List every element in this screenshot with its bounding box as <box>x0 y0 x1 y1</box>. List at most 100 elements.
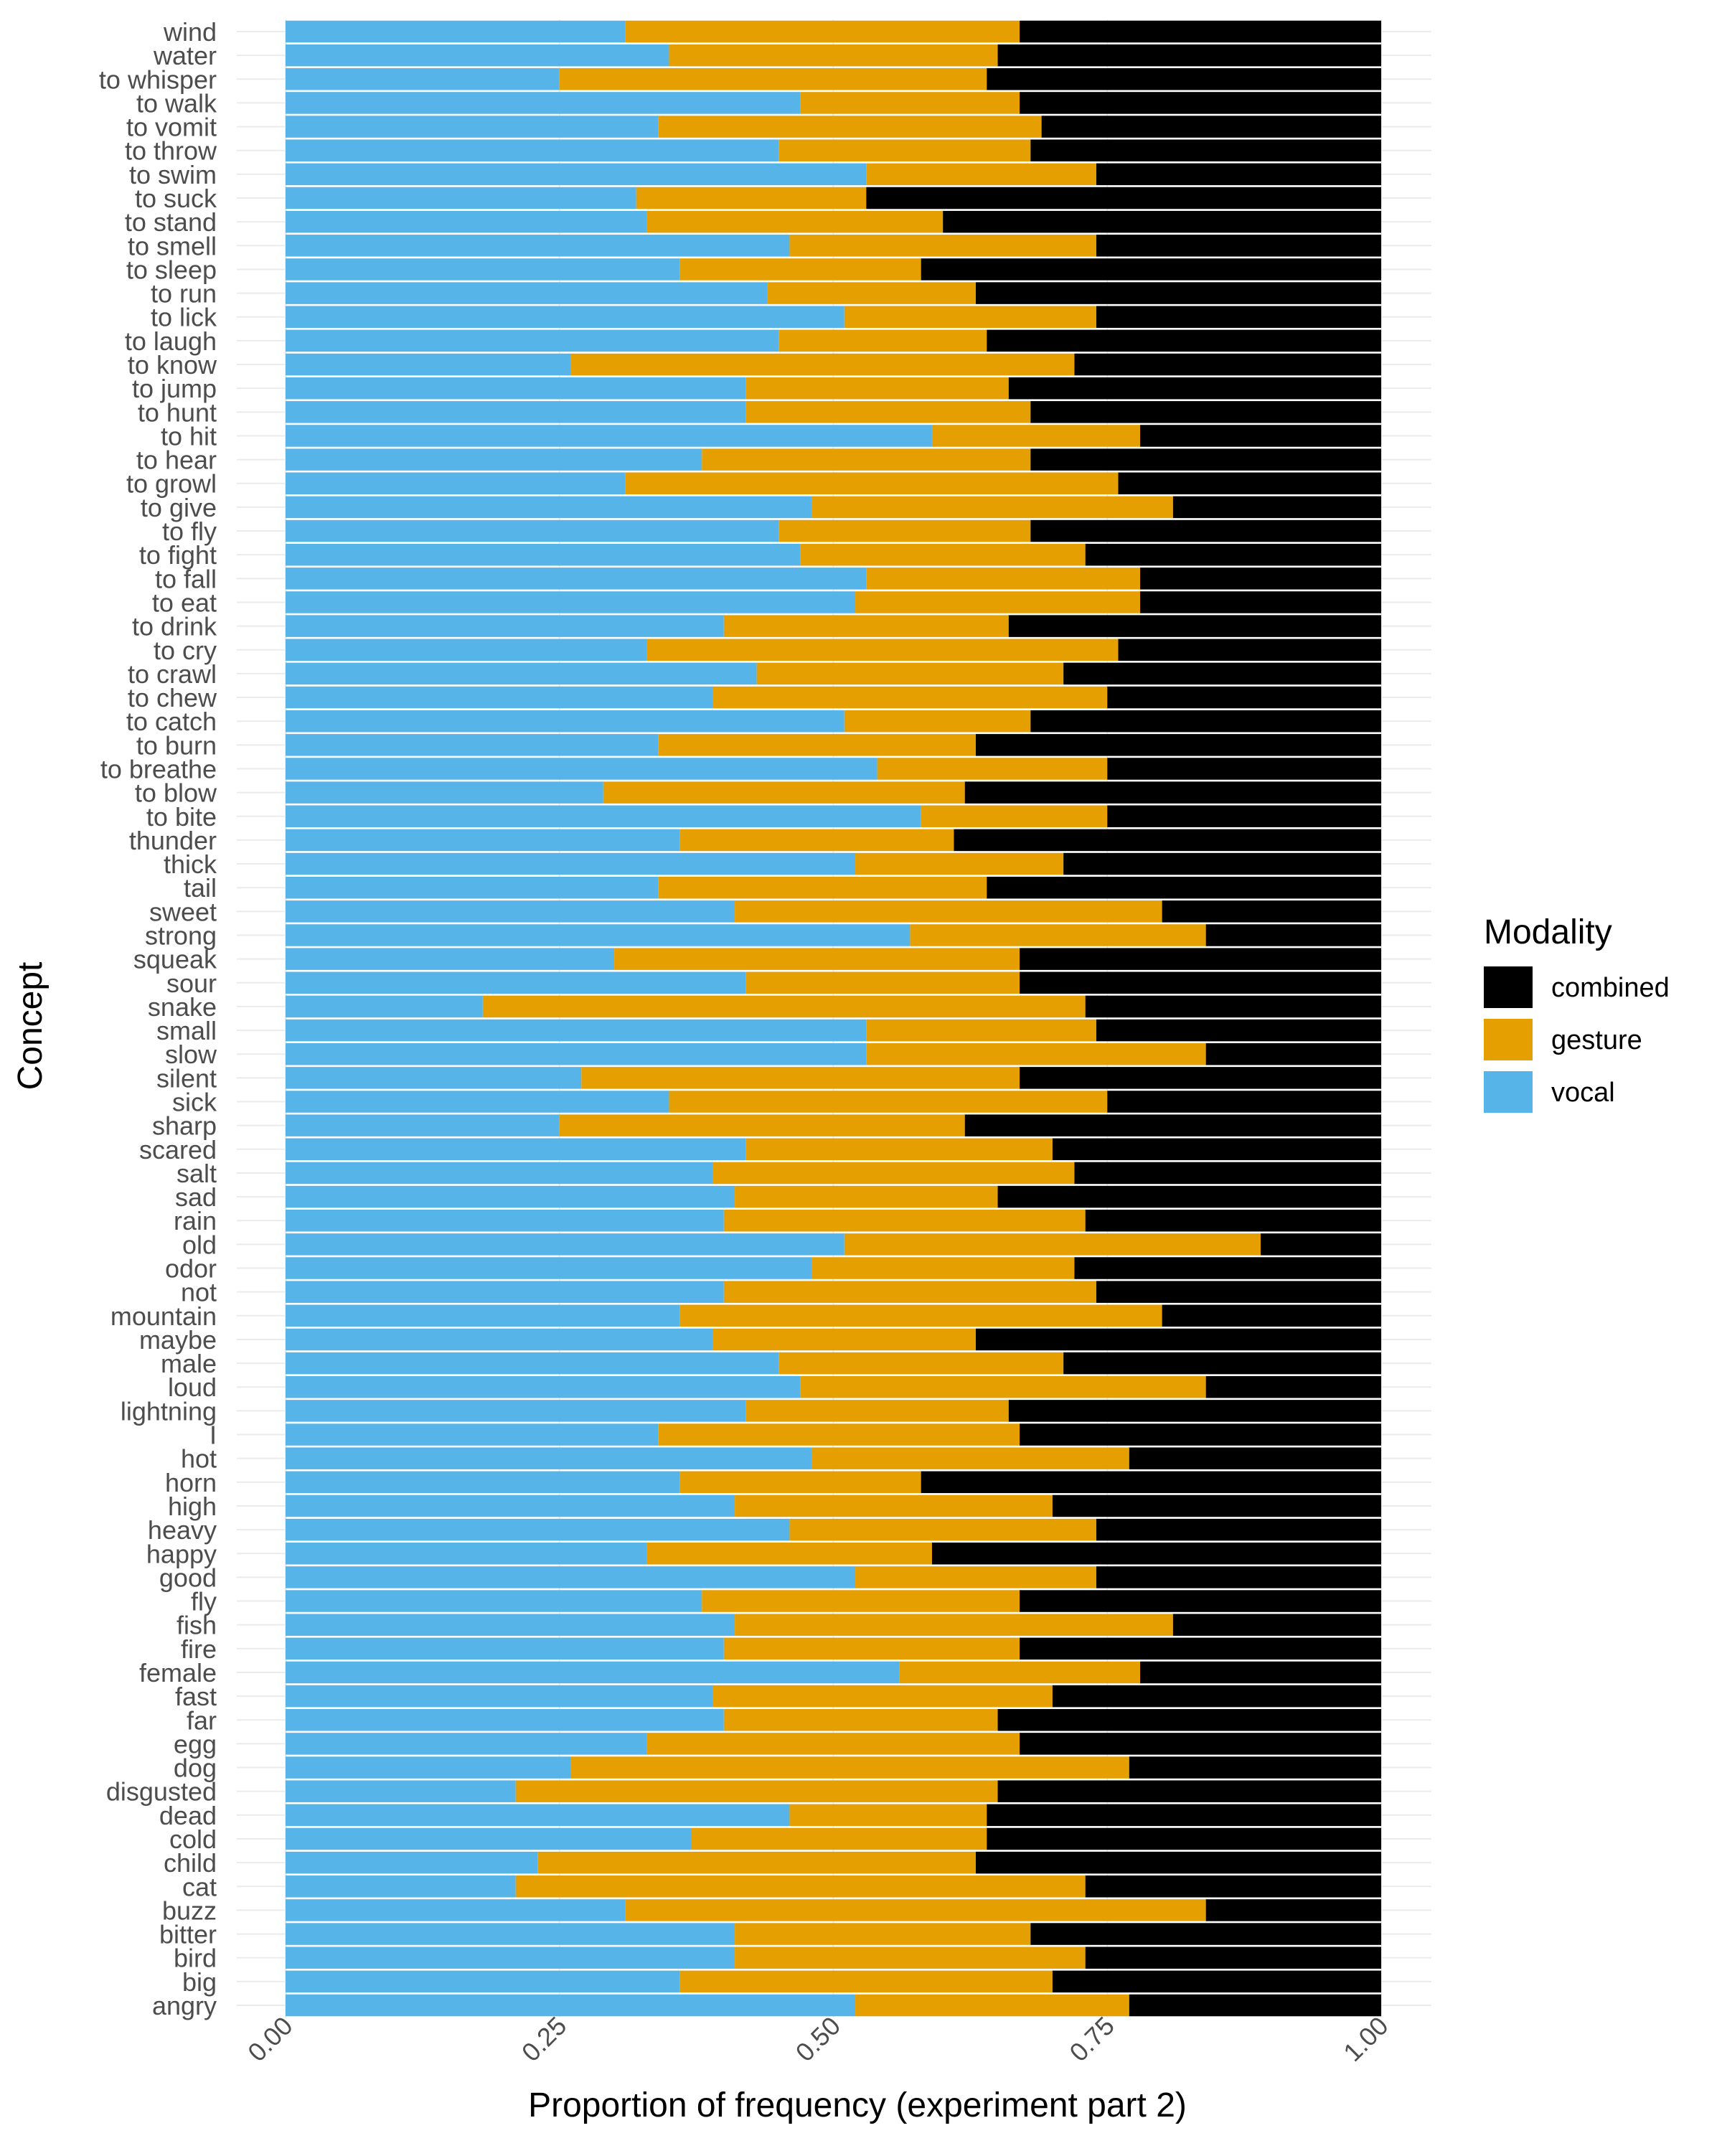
bar-combined <box>1096 1281 1381 1303</box>
bar-gesture <box>745 377 1009 400</box>
bar-gesture <box>723 1281 1096 1303</box>
bar-combined <box>1118 639 1381 662</box>
bar-vocal <box>286 805 921 828</box>
bar-gesture <box>690 1827 987 1850</box>
category-label: maybe <box>139 1325 217 1355</box>
bar-combined <box>1030 401 1381 423</box>
legend-items: combined gesture vocal <box>1484 966 1670 1113</box>
bar-combined <box>1107 805 1381 828</box>
bar-combined <box>1020 948 1381 970</box>
bar-combined <box>1096 306 1381 328</box>
category-label: to give <box>141 493 217 522</box>
bar-vocal <box>286 1804 790 1827</box>
bar-gesture <box>931 425 1141 447</box>
legend-title: Modality <box>1484 913 1612 951</box>
x-tick-label: 0.75 <box>1063 2011 1120 2068</box>
bar-vocal <box>286 1566 856 1588</box>
category-label: female <box>139 1658 217 1687</box>
bar-combined <box>943 210 1381 233</box>
bar-gesture <box>866 1019 1096 1042</box>
bar-vocal <box>286 519 779 542</box>
bar-combined <box>1052 1494 1381 1517</box>
category-label: horn <box>165 1468 217 1497</box>
bar-vocal <box>286 472 626 494</box>
category-label: to swim <box>129 160 217 189</box>
category-label: sweet <box>149 897 217 926</box>
bar-combined <box>1107 686 1381 709</box>
bar-combined <box>1205 924 1381 946</box>
bar-combined <box>1205 1042 1381 1065</box>
category-label: buzz <box>162 1896 217 1925</box>
x-tick-label: 1.00 <box>1337 2011 1394 2068</box>
category-label: to burn <box>136 730 217 760</box>
category-label: to smell <box>128 231 217 260</box>
bar-vocal <box>286 1637 724 1660</box>
bar-vocal <box>286 948 615 970</box>
x-axis-title: Proportion of frequency (experiment part… <box>528 2086 1187 2124</box>
category-label: scared <box>139 1135 217 1164</box>
category-label: happy <box>146 1539 217 1568</box>
bar-gesture <box>866 1042 1206 1065</box>
bar-gesture <box>756 662 1064 685</box>
category-label: disgusted <box>106 1777 217 1807</box>
category-label: water <box>153 41 217 70</box>
bar-vocal <box>286 1994 856 2017</box>
bar-gesture <box>712 1328 977 1351</box>
bar-combined <box>1085 1946 1381 1969</box>
category-label: to jump <box>132 374 217 403</box>
bar-vocal <box>286 448 702 471</box>
bar-vocal <box>286 710 844 733</box>
bar-gesture <box>811 496 1173 519</box>
category-label: wind <box>163 17 217 47</box>
bar-gesture <box>712 1685 1053 1708</box>
bar-gesture <box>735 1923 1031 1945</box>
bar-gesture <box>679 1304 1162 1327</box>
bar-gesture <box>866 163 1096 186</box>
bar-combined <box>1107 758 1381 780</box>
bar-combined <box>1020 1067 1381 1089</box>
category-label: to stand <box>125 207 217 237</box>
bar-vocal <box>286 1494 735 1517</box>
category-label: to walk <box>136 88 217 118</box>
bar-combined <box>1129 1994 1381 2017</box>
category-label: thunder <box>129 826 217 855</box>
bar-vocal <box>286 1543 647 1565</box>
bar-vocal <box>286 686 713 709</box>
bar-layer <box>286 20 1381 2017</box>
bar-combined <box>997 1780 1381 1802</box>
bar-gesture <box>789 235 1096 257</box>
bar-vocal <box>286 591 856 613</box>
bar-combined <box>1172 1614 1381 1636</box>
bar-combined <box>1063 1352 1381 1375</box>
bar-combined <box>1118 472 1381 494</box>
bar-gesture <box>712 1162 1075 1185</box>
bar-vocal <box>286 187 636 210</box>
bar-gesture <box>625 1899 1206 1921</box>
category-label: to fight <box>139 540 217 570</box>
bar-gesture <box>603 781 965 804</box>
legend-key-gesture <box>1484 1019 1533 1060</box>
category-label: silent <box>156 1063 217 1093</box>
category-label: slow <box>165 1040 217 1069</box>
bar-vocal <box>286 543 801 566</box>
bar-vocal <box>286 1162 713 1185</box>
bar-combined <box>1030 710 1381 733</box>
bar-vocal <box>286 1661 900 1684</box>
bar-gesture <box>921 805 1108 828</box>
bar-vocal <box>286 329 779 352</box>
category-label: I <box>210 1421 217 1450</box>
bar-vocal <box>286 210 647 233</box>
bar-gesture <box>537 1851 977 1874</box>
bar-vocal <box>286 1447 811 1469</box>
bar-combined <box>1261 1233 1381 1256</box>
bar-vocal <box>286 639 647 662</box>
bar-vocal <box>286 1590 702 1612</box>
bar-gesture <box>646 1543 932 1565</box>
category-label: dog <box>174 1753 217 1783</box>
category-label: bird <box>174 1944 217 1973</box>
bar-combined <box>987 329 1381 352</box>
bar-gesture <box>712 686 1108 709</box>
